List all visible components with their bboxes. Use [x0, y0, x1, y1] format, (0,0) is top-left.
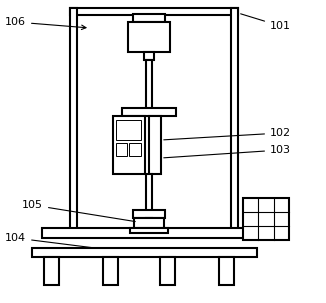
Bar [129, 143, 141, 156]
Bar [113, 116, 145, 174]
Bar [116, 143, 127, 156]
Bar [243, 198, 289, 240]
Bar [70, 8, 238, 15]
Bar [103, 257, 118, 285]
Bar [116, 120, 141, 140]
Bar [133, 210, 165, 218]
Bar [146, 174, 152, 212]
Bar [146, 218, 152, 223]
Bar [146, 60, 152, 110]
Bar [219, 257, 234, 285]
Text: 104: 104 [5, 233, 92, 248]
Text: 101: 101 [241, 14, 291, 31]
Text: 102: 102 [164, 128, 291, 140]
Bar [149, 116, 161, 174]
Bar [231, 8, 238, 230]
Bar [128, 22, 170, 52]
Bar [42, 228, 252, 238]
Bar [32, 248, 257, 257]
Bar [133, 14, 165, 22]
Text: 105: 105 [22, 200, 135, 221]
Bar [160, 257, 175, 285]
Bar [130, 228, 168, 233]
Bar [144, 52, 154, 60]
Bar [134, 218, 164, 228]
Text: 103: 103 [164, 145, 291, 158]
Bar [44, 257, 59, 285]
Bar [70, 8, 77, 230]
Text: 106: 106 [5, 17, 86, 29]
Bar [138, 223, 160, 230]
Bar [122, 108, 176, 116]
